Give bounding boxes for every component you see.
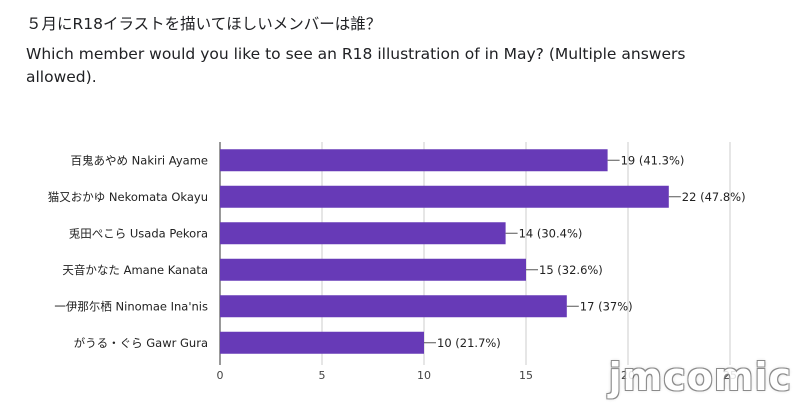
x-tick-label-15: 15	[519, 369, 533, 382]
x-tick-label-0: 0	[217, 369, 224, 382]
question-title-en: Which member would you like to see an R1…	[26, 45, 686, 86]
bar-0	[220, 149, 608, 172]
x-tick-label-25: 25	[723, 369, 737, 382]
category-label-2: 兎田ぺこら Usada Pekora	[69, 226, 208, 240]
bar-1	[220, 185, 669, 208]
category-label-5: がうる・ぐら Gawr Gura	[74, 336, 208, 350]
question-title-jp: ５月にR18イラストを描いてほしいメンバーは誰？	[26, 15, 382, 33]
watermark-logo: jmcomic	[608, 355, 792, 399]
category-label-3: 天音かなた Amane Kanata	[62, 263, 208, 277]
category-label-1: 猫又おかゆ Nekomata Okayu	[48, 190, 208, 204]
data-label-5: 10 (21.7%)	[437, 336, 501, 350]
category-label-0: 百鬼あやめ Nakiri Ayame	[71, 153, 208, 167]
bar-3	[220, 258, 526, 281]
data-label-2: 14 (30.4%)	[519, 226, 583, 240]
bar-2	[220, 222, 506, 245]
category-label-4: 一伊那尓栖 Ninomae Ina'nis	[54, 299, 208, 313]
x-tick-label-20: 20	[621, 369, 635, 382]
data-label-3: 15 (32.6%)	[539, 263, 603, 277]
data-label-1: 22 (47.8%)	[682, 190, 746, 204]
data-label-4: 17 (37%)	[580, 299, 633, 313]
x-tick-label-10: 10	[417, 369, 431, 382]
x-tick-label-5: 5	[319, 369, 326, 382]
bar-4	[220, 295, 567, 318]
data-label-0: 19 (41.3%)	[621, 153, 685, 167]
bar-5	[220, 331, 424, 354]
